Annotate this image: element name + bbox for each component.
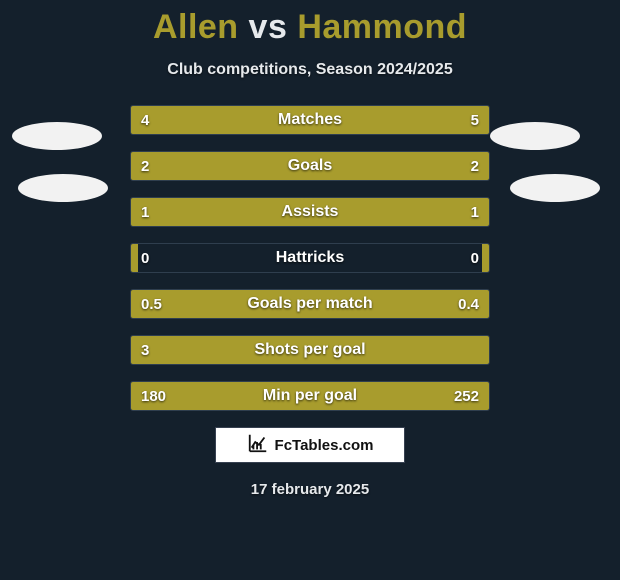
title-vs: vs (249, 8, 288, 46)
stat-value-left: 0 (141, 244, 149, 272)
stat-row: 22Goals (130, 151, 490, 181)
card-title: Allen vs Hammond (0, 0, 620, 47)
stat-fill-right (310, 152, 489, 180)
title-player1: Allen (153, 8, 239, 46)
stat-fill-left (131, 106, 289, 134)
stat-fill-right (281, 382, 489, 410)
decor-ellipse (490, 122, 580, 150)
decor-ellipse (510, 174, 600, 202)
decor-ellipse (18, 174, 108, 202)
stat-row: 0.50.4Goals per match (130, 289, 490, 319)
date-text: 17 february 2025 (0, 481, 620, 498)
stat-row: 180252Min per goal (130, 381, 490, 411)
source-badge: FcTables.com (215, 427, 405, 463)
stat-fill-right (289, 106, 489, 134)
comparison-card: Allen vs Hammond Club competitions, Seas… (0, 0, 620, 580)
stat-fill-left (131, 244, 138, 272)
stat-fill-left (131, 382, 281, 410)
subtitle: Club competitions, Season 2024/2025 (0, 61, 620, 79)
title-player2: Hammond (297, 8, 467, 46)
stat-fill-left (131, 152, 310, 180)
source-badge-text: FcTables.com (275, 437, 374, 454)
stat-row: 11Assists (130, 197, 490, 227)
stat-value-right: 0 (471, 244, 479, 272)
stat-fill-right (331, 290, 489, 318)
stat-row: 45Matches (130, 105, 490, 135)
stat-fill-left (131, 336, 489, 364)
stat-row: 0 0Hattricks (130, 243, 490, 273)
stat-fill-left (131, 198, 310, 226)
stat-row: 3Shots per goal (130, 335, 490, 365)
stat-fill-left (131, 290, 331, 318)
decor-ellipse (12, 122, 102, 150)
stat-label: Hattricks (131, 244, 489, 272)
stats-bars: 45Matches 22Goals 11Assists 0 0Hattricks 0.50… (130, 105, 490, 411)
stat-fill-right (310, 198, 489, 226)
chart-icon (247, 432, 269, 458)
stat-fill-right (482, 244, 489, 272)
